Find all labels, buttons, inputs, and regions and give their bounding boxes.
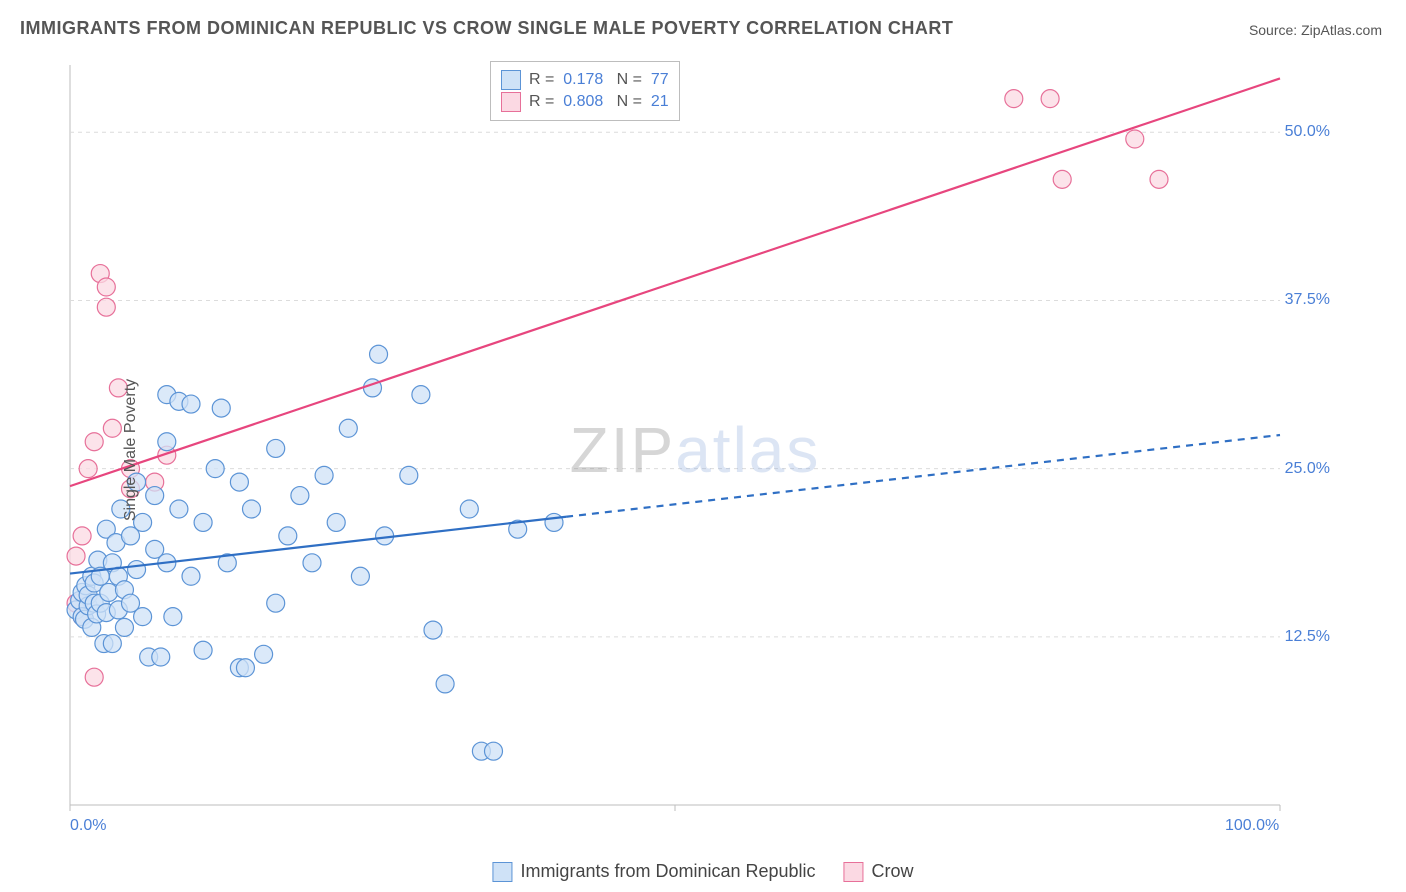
crow-point: [103, 419, 121, 437]
dominican-point: [194, 641, 212, 659]
crow-point: [73, 527, 91, 545]
y-tick-label: 37.5%: [1285, 291, 1330, 309]
dominican-point: [255, 645, 273, 663]
dominican-point: [436, 675, 454, 693]
dominican-point: [236, 659, 254, 677]
legend-swatch: [492, 862, 512, 882]
crow-point: [1053, 170, 1071, 188]
dominican-point: [134, 608, 152, 626]
dominican-point: [206, 460, 224, 478]
dominican-point: [212, 399, 230, 417]
dominican-point: [545, 513, 563, 531]
y-tick-label: 50.0%: [1285, 123, 1330, 141]
y-axis-label: Single Male Poverty: [122, 379, 140, 521]
dominican-regression-dashed: [566, 435, 1280, 517]
dominican-point: [170, 500, 188, 518]
dominican-point: [230, 473, 248, 491]
chart-container: IMMIGRANTS FROM DOMINICAN REPUBLIC VS CR…: [0, 0, 1406, 892]
source-label: Source:: [1249, 22, 1297, 38]
dominican-point: [485, 742, 503, 760]
x-tick-label: 100.0%: [1225, 817, 1279, 835]
dominican-point: [146, 487, 164, 505]
dominican-point: [164, 608, 182, 626]
y-tick-label: 25.0%: [1285, 460, 1330, 478]
dominican-point: [182, 567, 200, 585]
dominican-point: [267, 594, 285, 612]
crow-regression: [70, 78, 1280, 486]
dominican-point: [339, 419, 357, 437]
dominican-point: [115, 618, 133, 636]
plot-area: Single Male Poverty ZIPatlas R = 0.178 N…: [50, 55, 1340, 845]
x-tick-label: 0.0%: [70, 817, 106, 835]
legend-swatch: [501, 70, 521, 90]
dominican-point: [158, 433, 176, 451]
chart-title: IMMIGRANTS FROM DOMINICAN REPUBLIC VS CR…: [20, 18, 953, 39]
legend-series-item: Crow: [844, 861, 914, 882]
source-attribution: Source: ZipAtlas.com: [1249, 22, 1382, 38]
y-tick-label: 12.5%: [1285, 628, 1330, 646]
crow-point: [1041, 90, 1059, 108]
dominican-point: [400, 466, 418, 484]
legend-series: Immigrants from Dominican Republic Crow: [492, 861, 913, 882]
crow-point: [1150, 170, 1168, 188]
crow-point: [79, 460, 97, 478]
crow-point: [85, 668, 103, 686]
dominican-point: [243, 500, 261, 518]
legend-series-label: Crow: [872, 861, 914, 882]
dominican-point: [327, 513, 345, 531]
legend-swatch: [501, 92, 521, 112]
crow-point: [67, 547, 85, 565]
dominican-point: [351, 567, 369, 585]
legend-stats-row: R = 0.178 N = 77: [501, 70, 669, 90]
dominican-point: [303, 554, 321, 572]
legend-stats-row: R = 0.808 N = 21: [501, 92, 669, 112]
crow-point: [1126, 130, 1144, 148]
legend-series-item: Immigrants from Dominican Republic: [492, 861, 815, 882]
dominican-point: [291, 487, 309, 505]
dominican-point: [182, 395, 200, 413]
chart-svg: [50, 55, 1340, 845]
dominican-point: [460, 500, 478, 518]
dominican-point: [152, 648, 170, 666]
dominican-point: [279, 527, 297, 545]
crow-point: [97, 298, 115, 316]
legend-stats-text: R = 0.808 N = 21: [529, 93, 669, 111]
dominican-point: [412, 386, 430, 404]
source-value: ZipAtlas.com: [1301, 22, 1382, 38]
dominican-point: [315, 466, 333, 484]
legend-swatch: [844, 862, 864, 882]
dominican-point: [370, 345, 388, 363]
dominican-point: [424, 621, 442, 639]
dominican-point: [103, 635, 121, 653]
dominican-point: [267, 439, 285, 457]
crow-point: [97, 278, 115, 296]
crow-point: [85, 433, 103, 451]
legend-series-label: Immigrants from Dominican Republic: [520, 861, 815, 882]
crow-point: [1005, 90, 1023, 108]
dominican-point: [100, 583, 118, 601]
legend-stats-text: R = 0.178 N = 77: [529, 71, 669, 89]
legend-stats-box: R = 0.178 N = 77 R = 0.808 N = 21: [490, 61, 680, 121]
dominican-point: [128, 561, 146, 579]
dominican-point: [194, 513, 212, 531]
